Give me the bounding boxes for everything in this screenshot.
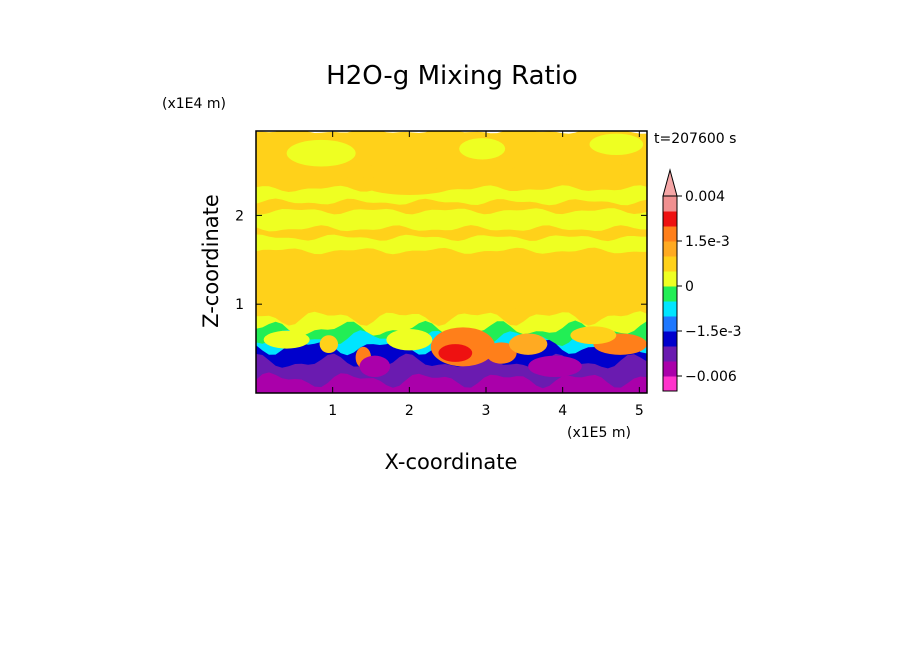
colorbar: 0.004 1.5e-3 0 −1.5e-3 −0.006 <box>662 168 742 392</box>
contour-feature <box>438 344 473 362</box>
colorbar-swatch <box>663 316 677 332</box>
contour-feature <box>319 335 339 354</box>
contour-feature <box>263 330 310 349</box>
colorbar-swatch <box>663 301 677 317</box>
colorbar-swatch <box>663 346 677 362</box>
plot-frame <box>255 130 648 394</box>
colorbar-label: −1.5e-3 <box>685 324 742 340</box>
contour-feature <box>459 138 506 160</box>
contour-feature <box>486 342 517 364</box>
contour-feature <box>359 355 391 378</box>
contour-feature <box>570 326 617 345</box>
contour-feature <box>386 329 433 351</box>
x-unit-label: (x1E5 m) <box>567 425 631 441</box>
colorbar-label: 1.5e-3 <box>685 234 730 250</box>
x-tick-label: 4 <box>558 403 567 419</box>
contour-feature <box>555 162 632 180</box>
colorbar-label: 0 <box>685 279 694 295</box>
y-axis-ticks: 12 <box>235 208 647 313</box>
contour-feature <box>363 173 456 195</box>
time-label: t=207600 s <box>654 131 736 147</box>
y-tick-label: 2 <box>235 208 244 224</box>
x-tick-label: 5 <box>635 403 644 419</box>
colorbar-swatch <box>663 241 677 257</box>
contour-feature <box>286 139 356 167</box>
colorbar-swatch <box>663 226 677 242</box>
x-tick-label: 3 <box>482 403 491 419</box>
contour-feature <box>528 355 582 378</box>
colorbar-swatch <box>663 271 677 287</box>
colorbar-swatch <box>663 361 677 377</box>
colorbar-label: 0.004 <box>685 189 725 205</box>
y-unit-label: (x1E4 m) <box>162 96 226 112</box>
contour-feature <box>332 163 379 179</box>
colorbar-swatch <box>663 256 677 272</box>
contour-feature <box>508 333 548 355</box>
colorbar-frame <box>662 195 678 392</box>
y-axis-title: Z-coordinate <box>199 194 223 328</box>
x-axis-ticks: 1 2 3 4 5 <box>328 131 644 419</box>
x-tick-label: 1 <box>328 403 337 419</box>
colorbar-swatch <box>663 286 677 302</box>
colorbar-swatch <box>663 331 677 347</box>
contour-feature <box>589 133 644 156</box>
colorbar-label: −0.006 <box>685 369 737 385</box>
contour-layer <box>256 247 647 318</box>
y-tick-label: 1 <box>235 297 244 313</box>
chart-title: H2O-g Mixing Ratio <box>326 61 578 91</box>
x-axis-title: X-coordinate <box>385 450 518 474</box>
contour-layer <box>256 372 647 393</box>
colorbar-swatch <box>663 376 677 392</box>
contour-field <box>256 131 647 393</box>
x-tick-label: 2 <box>405 403 414 419</box>
colorbar-extension <box>662 168 678 197</box>
colorbar-swatch <box>663 211 677 227</box>
colorbar-swatch <box>663 196 677 212</box>
